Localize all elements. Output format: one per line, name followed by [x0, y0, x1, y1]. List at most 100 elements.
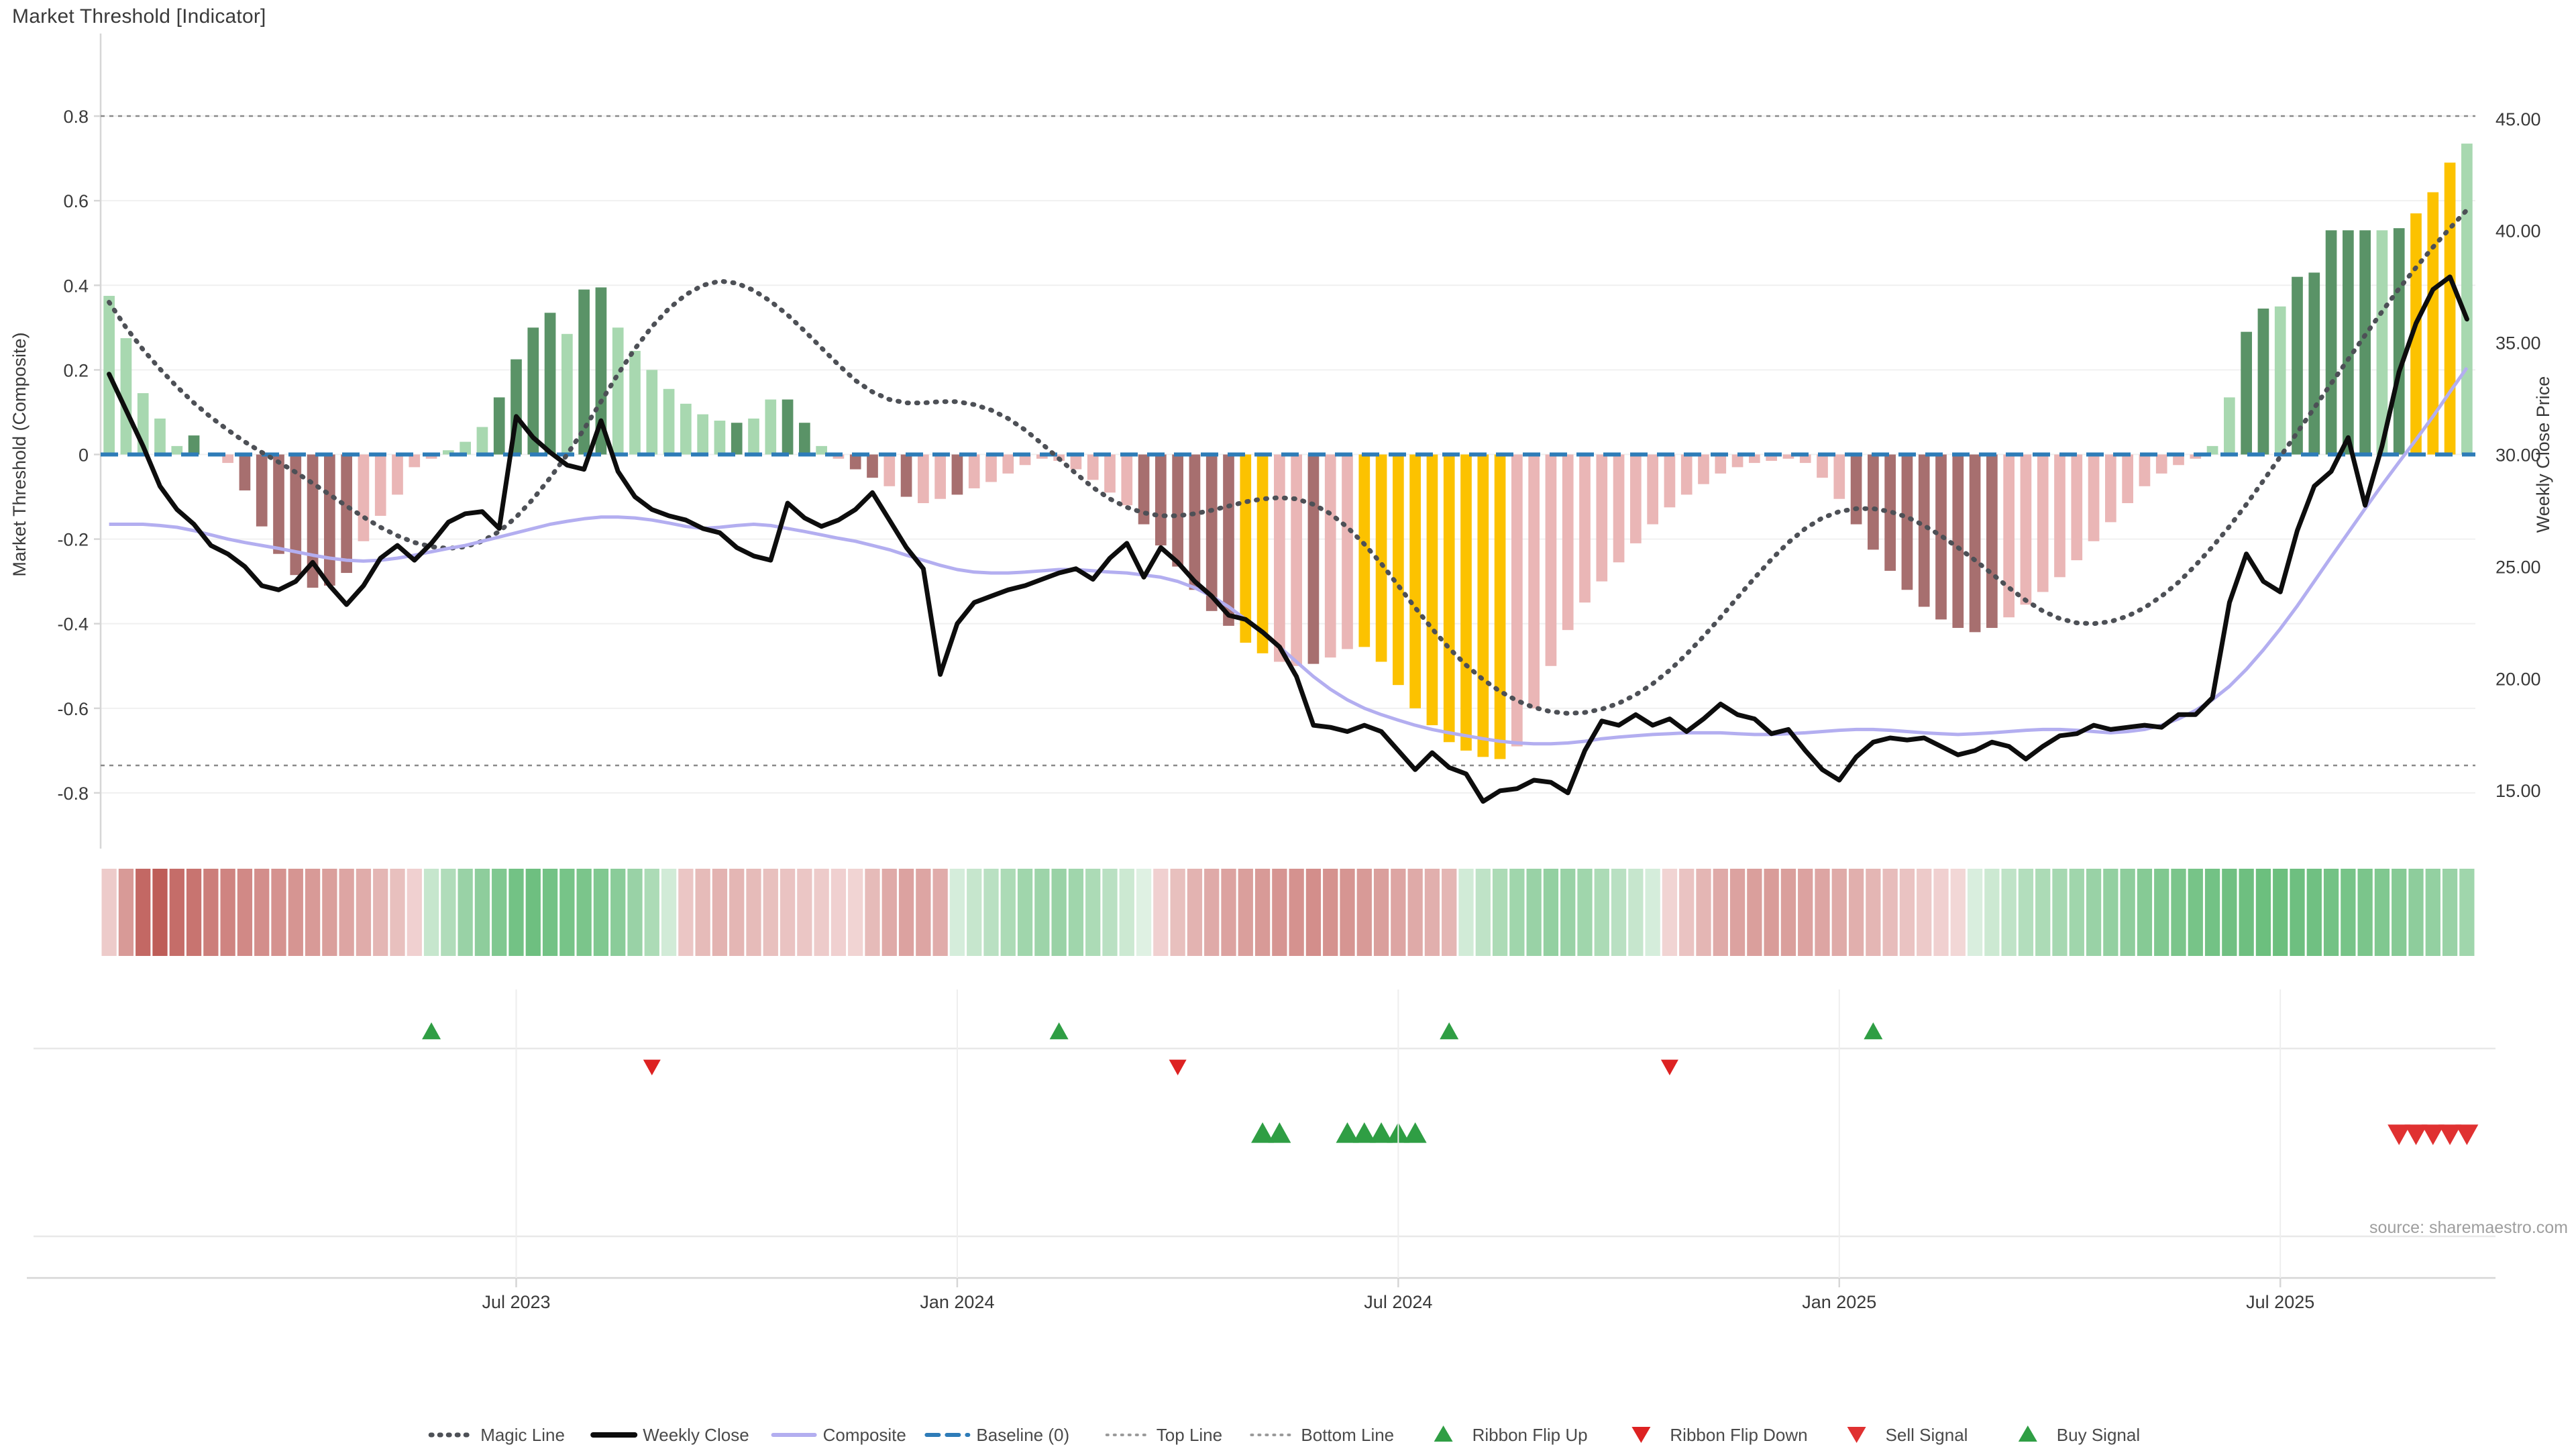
ribbon-cell: [322, 869, 337, 956]
composite-bar: [2003, 454, 2015, 618]
composite-bar: [1002, 454, 1014, 474]
chart-legend: Magic Line Weekly Close Composite Baseline …: [428, 1425, 2140, 1445]
composite-bar: [2173, 454, 2184, 466]
composite-bar: [1901, 454, 1913, 590]
composite-bar: [425, 454, 437, 459]
composite-bar: [1393, 454, 1404, 686]
legend-item[interactable]: Weekly Close: [590, 1425, 749, 1445]
ribbon-cell: [2255, 869, 2271, 956]
ribbon-cell: [356, 869, 372, 956]
composite-bar: [1562, 454, 1574, 631]
sell-signal-marker: [2404, 1124, 2428, 1145]
legend-item[interactable]: Composite: [771, 1425, 906, 1445]
legend-swatch-triangle-down-icon: [1847, 1427, 1866, 1443]
regime-ribbon: [101, 869, 2475, 956]
composite-bar: [409, 454, 421, 468]
composite-bar: [867, 454, 878, 478]
composite-bar: [1409, 454, 1421, 708]
ribbon-cell: [339, 869, 354, 956]
ribbon-cell: [695, 869, 710, 956]
legend-item-label: Ribbon Flip Down: [1670, 1425, 1807, 1445]
x-axis: Jul 2023 Jan 2024 Jul 2024 Jan 2025 Jul 2025: [27, 989, 2496, 1312]
ribbon-flip-up-marker: [1864, 1022, 1883, 1040]
legend-item[interactable]: Buy Signal: [2018, 1425, 2140, 1445]
ribbon-cell: [1085, 869, 1101, 956]
ribbon-cell: [1000, 869, 1016, 956]
composite-bar: [748, 418, 759, 455]
y2-tick-label: 45.00: [2496, 109, 2541, 129]
ribbon-cell: [2204, 869, 2220, 956]
composite-bar: [1443, 454, 1455, 743]
ribbon-cell: [220, 869, 235, 956]
ribbon-cell: [729, 869, 745, 956]
composite-bar: [1223, 454, 1234, 626]
ribbon-cell: [1204, 869, 1220, 956]
ribbon-cell: [1391, 869, 1406, 956]
composite-bar: [2105, 454, 2116, 523]
composite-bar: [358, 454, 370, 541]
legend-item[interactable]: Ribbon Flip Up: [1434, 1425, 1588, 1445]
ribbon-cell: [678, 869, 694, 956]
ribbon-cell: [1729, 869, 1746, 956]
legend-item-label: Ribbon Flip Up: [1472, 1425, 1588, 1445]
x-tick-label: Jan 2025: [1802, 1292, 1876, 1312]
composite-bar: [2088, 454, 2100, 541]
composite-bar: [2461, 144, 2473, 455]
legend-item[interactable]: Baseline (0): [924, 1425, 1069, 1445]
ribbon-cell: [1323, 869, 1338, 956]
ribbon-cell: [1577, 869, 1593, 956]
ribbon-cell: [1187, 869, 1203, 956]
composite-bar: [1698, 454, 1709, 484]
y-tick-label: 0.4: [63, 276, 89, 296]
ribbon-cell: [1238, 869, 1253, 956]
legend-item[interactable]: Bottom Line: [1250, 1425, 1394, 1445]
composite-bar: [1918, 454, 1930, 607]
composite-bar: [2071, 454, 2083, 561]
ribbon-cell: [288, 869, 303, 956]
composite-bar: [2155, 454, 2167, 474]
ribbon-cell: [542, 869, 558, 956]
ribbon-cell: [1882, 869, 1898, 956]
composite-bar: [290, 454, 302, 576]
composite-bar: [239, 454, 251, 491]
left-axis: 0.8 0.6 0.4 0.2 0 -0.2 -0.4 -0.6 -0.8 Market Thre…: [9, 34, 102, 849]
composite-bar: [1307, 454, 1320, 664]
y-tick-label: -0.8: [57, 784, 89, 804]
composite-bar: [1579, 454, 1591, 603]
ribbon-cell: [1254, 869, 1271, 956]
ribbon-cell: [627, 869, 643, 956]
right-axis: 45.00 40.00 35.00 30.00 25.00 20.00 15.00 Weekl…: [2496, 109, 2553, 801]
composite-bar: [918, 454, 929, 504]
composite-bar: [544, 313, 556, 455]
ribbon-cell: [2357, 869, 2373, 956]
ribbon-cell: [916, 869, 931, 956]
composite-bar: [1342, 454, 1353, 649]
ribbon-cell: [2001, 869, 2017, 956]
legend-item[interactable]: Ribbon Flip Down: [1631, 1425, 1808, 1445]
ribbon-cell: [593, 869, 609, 956]
legend-item-label: Baseline (0): [976, 1425, 1069, 1445]
legend-item[interactable]: Magic Line: [428, 1425, 565, 1445]
ribbon-cell: [1051, 869, 1067, 956]
composite-bars: [103, 144, 2473, 759]
ribbon-cell: [1543, 869, 1559, 956]
ribbon-cell: [525, 869, 541, 956]
buy-signal-marker: [1336, 1122, 1359, 1143]
ribbon-cell: [492, 869, 507, 956]
ribbon-cell: [1628, 869, 1644, 956]
ribbon-flip-up-marker: [1440, 1022, 1459, 1040]
composite-bar: [799, 423, 810, 455]
ribbon-cell: [967, 869, 982, 956]
composite-bar: [1189, 454, 1201, 590]
legend-item[interactable]: Top Line: [1105, 1425, 1222, 1445]
legend-item-label: Top Line: [1157, 1425, 1222, 1445]
y2-tick-label: 20.00: [2496, 669, 2541, 689]
composite-bar: [120, 338, 132, 455]
ribbon-flip-down-marker: [1660, 1059, 1678, 1075]
composite-bar: [1494, 454, 1506, 759]
legend-item[interactable]: Sell Signal: [1847, 1425, 1968, 1445]
ribbon-cell: [1798, 869, 1813, 956]
ribbon-cell: [610, 869, 626, 956]
composite-bar: [900, 454, 912, 497]
source-note: source: sharemaestro.com: [2369, 1218, 2568, 1237]
